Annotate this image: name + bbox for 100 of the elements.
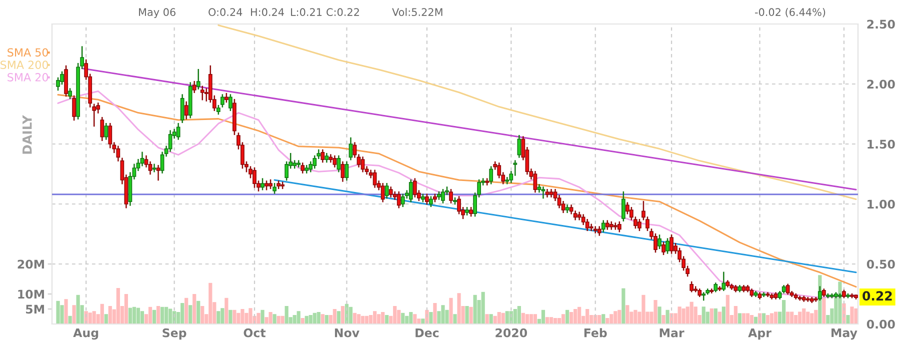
bar bbox=[188, 305, 192, 324]
bar bbox=[682, 308, 686, 324]
bar bbox=[666, 310, 670, 324]
x-tick-label: Dec bbox=[416, 328, 439, 338]
text: O:0.24 bbox=[208, 8, 242, 16]
candlestick bbox=[589, 224, 594, 232]
bar bbox=[248, 308, 252, 324]
candlestick bbox=[762, 292, 766, 298]
bar bbox=[381, 312, 385, 324]
legend-label: SMA 20 bbox=[8, 73, 48, 82]
bar bbox=[618, 310, 622, 324]
candlestick bbox=[766, 292, 770, 298]
x-tick-label: Sep bbox=[162, 328, 186, 340]
candlestick bbox=[593, 226, 598, 234]
x-tick-label: May bbox=[832, 328, 858, 340]
candlestick bbox=[252, 167, 256, 188]
bar bbox=[140, 311, 144, 324]
bar bbox=[726, 294, 730, 324]
candlestick bbox=[489, 166, 494, 184]
bar bbox=[794, 315, 798, 324]
y2-tick-label: 10M bbox=[18, 290, 44, 299]
candlestick bbox=[690, 281, 694, 292]
candlestick bbox=[180, 94, 184, 124]
candlestick bbox=[621, 191, 626, 222]
x-tick-label: Mar bbox=[660, 328, 684, 338]
candlestick bbox=[424, 194, 429, 205]
bar bbox=[766, 315, 770, 324]
candlestick bbox=[184, 101, 188, 120]
candlestick bbox=[332, 155, 337, 168]
bar bbox=[610, 314, 614, 324]
x-tick-label: Aug bbox=[73, 328, 98, 340]
bar bbox=[521, 312, 525, 324]
bar bbox=[68, 316, 72, 324]
bar bbox=[602, 314, 606, 324]
bar bbox=[533, 314, 538, 324]
candlestick bbox=[412, 178, 417, 198]
bar bbox=[738, 313, 742, 324]
candlestick bbox=[449, 188, 453, 204]
bar bbox=[409, 312, 413, 324]
candlestick bbox=[220, 94, 224, 108]
bar bbox=[385, 315, 389, 324]
bar bbox=[513, 309, 517, 324]
bar bbox=[449, 298, 453, 324]
bar bbox=[541, 310, 546, 324]
bar bbox=[810, 313, 814, 324]
bar bbox=[734, 306, 738, 324]
candlestick bbox=[658, 234, 662, 250]
bar bbox=[256, 312, 260, 324]
bar bbox=[320, 314, 324, 324]
bar bbox=[224, 298, 228, 324]
candlestick bbox=[617, 221, 622, 232]
bar bbox=[56, 300, 60, 324]
x-tick-label: Apr bbox=[748, 328, 772, 340]
candlestick bbox=[428, 196, 433, 208]
bar bbox=[340, 306, 345, 324]
bar bbox=[152, 310, 156, 324]
y-tick-label: 1.50 bbox=[868, 140, 895, 149]
bar bbox=[850, 306, 854, 324]
candlestick bbox=[360, 156, 365, 172]
bar bbox=[774, 312, 778, 324]
candlestick bbox=[666, 238, 670, 254]
bar bbox=[220, 308, 224, 324]
bar bbox=[714, 308, 718, 324]
candlestick bbox=[156, 164, 160, 181]
bar bbox=[104, 314, 108, 324]
candlestick bbox=[192, 80, 196, 94]
y2-axis-title: DAILY bbox=[22, 114, 32, 154]
bar bbox=[642, 294, 646, 324]
candlestick bbox=[638, 218, 642, 232]
bar bbox=[124, 294, 128, 324]
candlestick bbox=[533, 170, 538, 193]
bar bbox=[148, 306, 152, 324]
bar bbox=[304, 316, 308, 324]
bar bbox=[280, 316, 284, 324]
bar bbox=[284, 306, 288, 324]
candlestick bbox=[396, 191, 401, 208]
x-tick-label: 2020 bbox=[496, 328, 528, 338]
bar bbox=[565, 310, 570, 324]
candlestick bbox=[344, 161, 349, 181]
text: May 06 bbox=[139, 8, 176, 18]
bar bbox=[762, 313, 766, 324]
bar bbox=[493, 316, 497, 324]
bar bbox=[561, 314, 566, 324]
bar bbox=[236, 312, 240, 324]
bar bbox=[180, 303, 184, 324]
bar bbox=[517, 306, 521, 324]
y2-tick-label: 5M bbox=[26, 304, 44, 314]
bar bbox=[545, 317, 550, 324]
bar bbox=[786, 312, 790, 324]
candlestick bbox=[408, 179, 413, 202]
x-tick-label: Nov bbox=[334, 328, 360, 338]
bar bbox=[72, 305, 76, 324]
bar bbox=[614, 311, 618, 324]
y2-tick-label: 20M bbox=[18, 260, 44, 269]
bar bbox=[308, 315, 312, 324]
bar bbox=[168, 308, 172, 324]
y-tick-label: 0.00 bbox=[866, 320, 895, 329]
bar bbox=[790, 312, 794, 324]
bar bbox=[377, 314, 381, 324]
bar bbox=[457, 293, 461, 324]
